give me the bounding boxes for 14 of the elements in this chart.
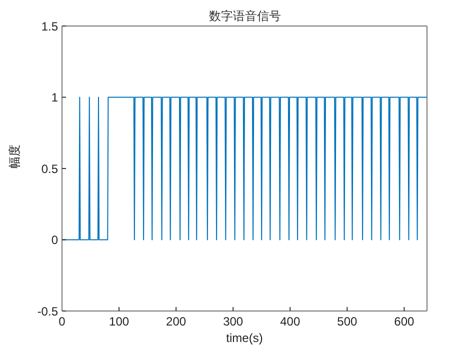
chart-title: 数字语音信号 [208, 8, 282, 25]
y-tick-label: 0 [51, 233, 58, 248]
y-tick-label: 1.5 [41, 19, 58, 34]
y-tick-label: 0.5 [41, 162, 58, 176]
x-tick-label: 500 [337, 314, 358, 329]
x-tick-label: 100 [109, 314, 130, 329]
y-tick-label: -0.5 [37, 304, 58, 318]
x-tick-label: 600 [394, 314, 415, 329]
x-tick-label: 300 [223, 314, 244, 329]
x-tick-label: 400 [280, 314, 300, 329]
x-axis-title: time(s) [226, 331, 263, 345]
y-tick-label: 1 [51, 90, 58, 105]
y-axis-title: 幅度 [7, 144, 22, 168]
x-tick-label: 200 [166, 314, 186, 329]
